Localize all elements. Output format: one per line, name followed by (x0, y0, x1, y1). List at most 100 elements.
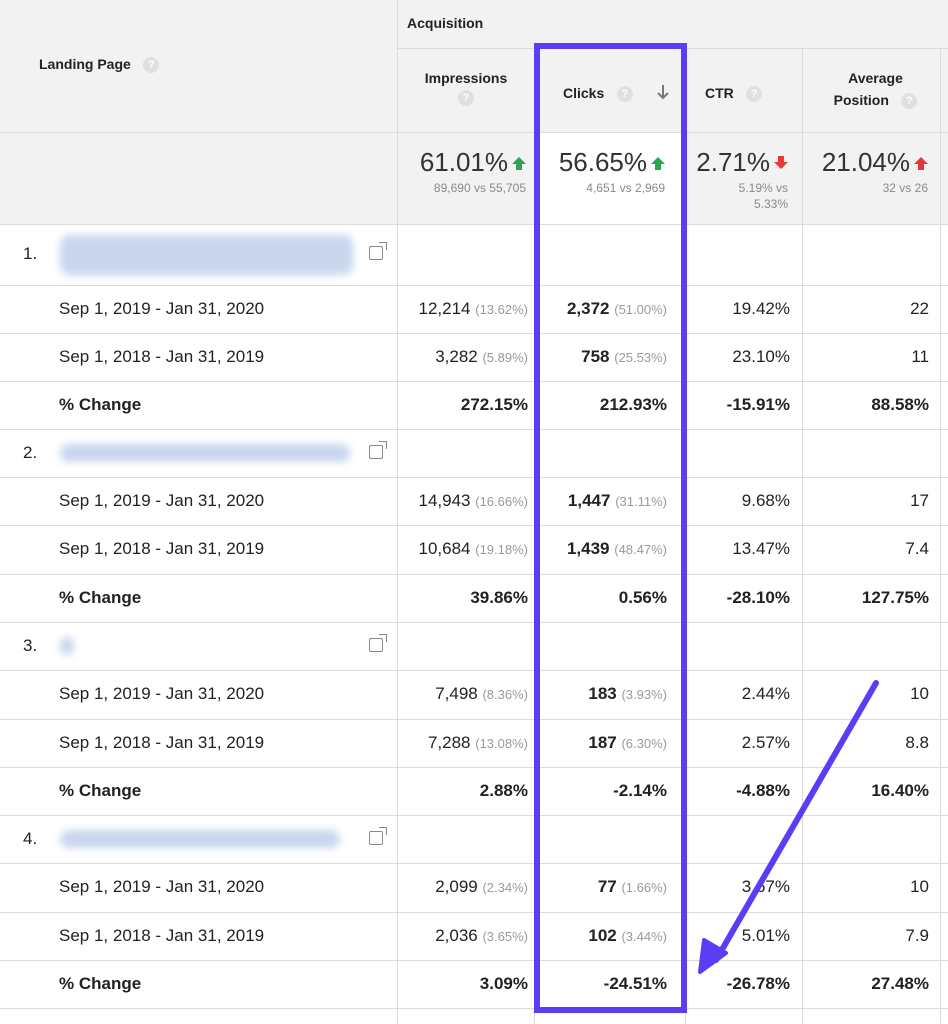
summary-clicks-value: 56.65% (558, 147, 647, 177)
ctr-cell: 2.44% (741, 684, 790, 703)
summary-blank-cell (0, 133, 397, 224)
up-arrow-icon (512, 157, 526, 170)
clicks-pct: (25.53%) (614, 350, 667, 365)
ctr-cell: 23.10% (732, 347, 790, 366)
landing-page-url[interactable] (60, 637, 74, 655)
clicks-pct: (51.00%) (614, 302, 667, 317)
impressions-value: 2,099 (435, 877, 478, 896)
average-position-cell: 17 (910, 491, 929, 510)
clicks-cell: 187 (6.30%) (536, 719, 667, 767)
date-range-label: Sep 1, 2019 - Jan 31, 2020 (59, 684, 265, 703)
header-landing-page-cell: Landing Page ? (0, 0, 397, 132)
column-header-landing-page[interactable]: Landing Page (39, 56, 131, 72)
column-header-ctr[interactable]: CTR (705, 85, 734, 101)
arrow-down-icon[interactable] (656, 83, 670, 101)
impressions-value: 3,282 (435, 347, 478, 366)
up-arrow-icon (651, 157, 665, 170)
clicks-pct: (31.11%) (615, 494, 667, 509)
table-row: Sep 1, 2018 - Jan 31, 2019 10,684 (19.18… (0, 525, 948, 573)
impressions-cell: 10,684 (19.18%) (398, 525, 528, 573)
average-position-cell: 11 (911, 347, 929, 366)
summary-ctr-value: 2.71% (696, 147, 770, 177)
clicks-cell: 758 (25.53%) (536, 333, 667, 381)
column-header-average-position-line1[interactable]: Average (848, 70, 903, 86)
ctr-change: -28.10% (726, 588, 790, 607)
summary-ctr-sub2: 5.33% (753, 197, 788, 211)
open-in-new-icon[interactable] (369, 634, 387, 652)
open-in-new-icon[interactable] (369, 827, 387, 845)
average-position-change: 27.48% (871, 974, 929, 993)
average-position-change: 16.40% (871, 781, 929, 800)
column-header-impressions[interactable]: Impressions (424, 70, 508, 86)
impressions-value: 14,943 (418, 491, 471, 510)
ctr-cell: 19.42% (732, 299, 790, 318)
clicks-value: 1,447 (567, 491, 611, 510)
date-range-label: Sep 1, 2019 - Jan 31, 2020 (59, 299, 265, 318)
clicks-pct: (1.66%) (621, 880, 667, 895)
clicks-value: 1,439 (566, 539, 610, 558)
landing-page-url[interactable] (60, 444, 350, 462)
column-header-clicks[interactable]: Clicks (563, 85, 605, 101)
summary-average-position-sub: 32 vs 26 (882, 181, 928, 195)
ctr-change: -15.91% (726, 395, 790, 414)
clicks-cell: 183 (3.93%) (536, 670, 667, 718)
impressions-cell: 14,943 (16.66%) (398, 477, 528, 525)
open-in-new-icon[interactable] (369, 242, 387, 260)
clicks-value: 758 (581, 347, 610, 366)
row-index: 2. (23, 443, 38, 462)
impressions-change: 3.09% (479, 974, 528, 993)
impressions-pct: (19.18%) (475, 542, 528, 557)
clicks-change: -24.51% (603, 974, 667, 993)
date-range-label: Sep 1, 2018 - Jan 31, 2019 (59, 926, 265, 945)
impressions-change: 272.15% (460, 395, 528, 414)
average-position-change: 88.58% (871, 395, 929, 414)
impressions-value: 7,498 (435, 684, 478, 703)
landing-page-url[interactable] (60, 830, 340, 848)
down-arrow-icon (774, 156, 788, 169)
average-position-cell: 8.8 (905, 733, 929, 752)
help-icon[interactable]: ? (616, 85, 633, 102)
impressions-cell: 7,498 (8.36%) (398, 670, 528, 718)
clicks-cell: 77 (1.66%) (536, 863, 667, 911)
summary-impressions: 61.01% 89,690 vs 55,705 (398, 133, 534, 224)
help-icon[interactable]: ? (901, 92, 918, 109)
ctr-cell: 2.57% (741, 733, 790, 752)
clicks-change: 0.56% (618, 588, 667, 607)
clicks-pct: (3.44%) (621, 929, 667, 944)
ctr-change: -4.88% (736, 781, 790, 800)
change-label: % Change (59, 395, 142, 414)
landing-page-url[interactable] (60, 235, 353, 275)
change-row: % Change 272.15% 212.93% -15.91% 88.58% (0, 381, 948, 429)
impressions-change: 39.86% (470, 588, 528, 607)
table-row: Sep 1, 2018 - Jan 31, 2019 3,282 (5.89%)… (0, 333, 948, 381)
clicks-pct: (3.93%) (621, 687, 667, 702)
change-label: % Change (59, 781, 142, 800)
header-clicks-cell: Clicks ? (535, 49, 685, 132)
summary-average-position-value: 21.04% (821, 147, 910, 177)
group-header-row: 3. (0, 622, 948, 670)
group-header-row: 1. (0, 230, 948, 278)
column-header-average-position-line2[interactable]: Position (833, 92, 889, 108)
ctr-cell: 5.01% (741, 926, 790, 945)
summary-impressions-value: 61.01% (419, 147, 508, 177)
ctr-cell: 3.67% (741, 877, 790, 896)
help-icon[interactable]: ? (143, 56, 160, 73)
help-icon[interactable]: ? (746, 85, 763, 102)
group-header-acquisition: Acquisition (407, 15, 484, 31)
impressions-value: 10,684 (418, 539, 471, 558)
impressions-cell: 12,214 (13.62%) (398, 285, 528, 333)
group-header-row: 4. (0, 815, 948, 863)
table-row: Sep 1, 2018 - Jan 31, 2019 2,036 (3.65%)… (0, 912, 948, 960)
clicks-value: 77 (597, 877, 617, 896)
impressions-pct: (2.34%) (482, 880, 528, 895)
impressions-cell: 3,282 (5.89%) (398, 333, 528, 381)
open-in-new-icon[interactable] (369, 441, 387, 459)
help-icon[interactable]: ? (458, 90, 474, 106)
clicks-change: -2.14% (613, 781, 667, 800)
clicks-value: 187 (588, 733, 617, 752)
impressions-value: 2,036 (435, 926, 478, 945)
impressions-pct: (16.66%) (475, 494, 528, 509)
row-index: 1. (23, 244, 38, 263)
average-position-cell: 10 (910, 877, 929, 896)
clicks-cell: 1,439 (48.47%) (536, 525, 667, 573)
